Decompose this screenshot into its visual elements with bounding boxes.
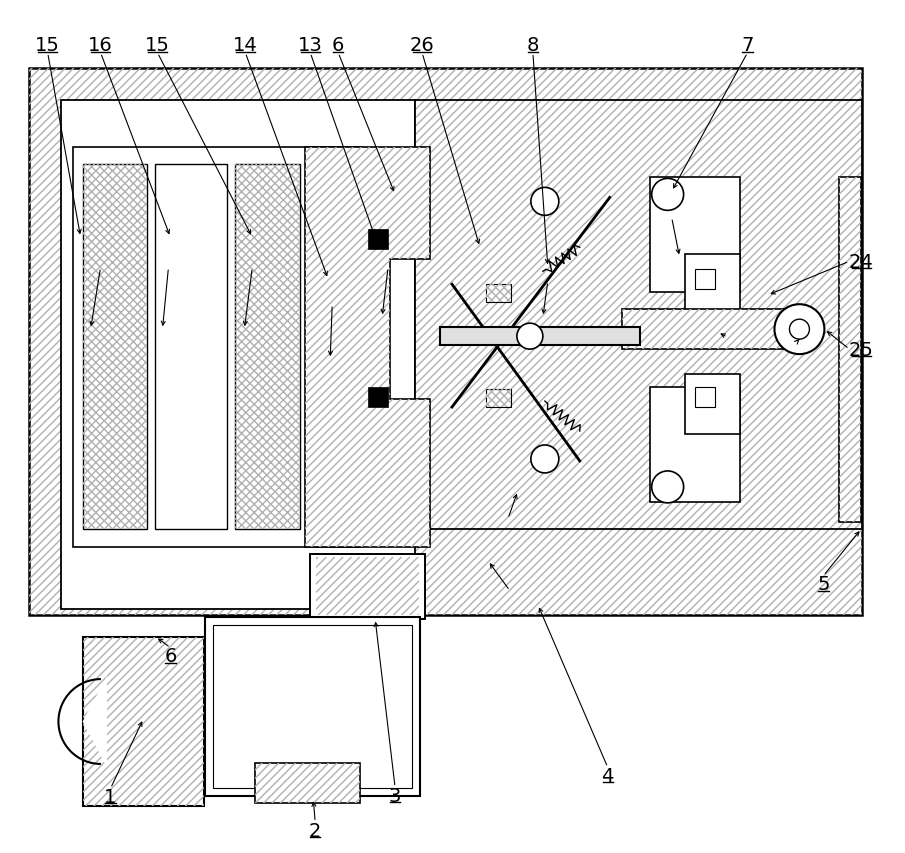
Bar	[415, 101, 862, 529]
Bar	[156, 165, 227, 529]
Text: 4: 4	[602, 766, 614, 785]
Bar	[235, 165, 300, 529]
Bar	[316, 557, 419, 615]
Polygon shape	[82, 676, 107, 768]
Bar	[82, 637, 205, 806]
Bar	[61, 101, 415, 609]
Circle shape	[531, 189, 558, 216]
Bar	[82, 165, 148, 529]
Text: 26: 26	[410, 36, 434, 55]
Circle shape	[652, 179, 683, 211]
Bar	[255, 763, 360, 804]
Circle shape	[789, 320, 809, 339]
Bar	[486, 285, 511, 303]
Bar	[29, 68, 862, 615]
Text: 15: 15	[35, 36, 60, 55]
Bar	[82, 637, 205, 806]
Text: 16: 16	[88, 36, 113, 55]
Text: 6: 6	[332, 36, 345, 55]
Bar	[82, 165, 148, 529]
Text: 1: 1	[104, 787, 117, 806]
Bar	[839, 178, 862, 522]
Bar	[486, 390, 511, 408]
Bar	[205, 617, 420, 797]
Bar	[415, 101, 862, 529]
Bar	[415, 101, 862, 529]
Text: 24: 24	[849, 252, 873, 271]
Bar	[650, 178, 739, 293]
Text: 6: 6	[165, 647, 176, 665]
Circle shape	[517, 324, 543, 350]
Bar	[29, 68, 862, 615]
Bar	[695, 387, 715, 408]
Bar	[214, 625, 412, 788]
Text: 25: 25	[849, 340, 873, 359]
Text: 15: 15	[145, 36, 170, 55]
Circle shape	[531, 445, 558, 473]
Bar	[316, 557, 419, 615]
Bar	[440, 328, 640, 345]
Bar	[622, 310, 799, 350]
Bar	[368, 230, 388, 250]
Bar	[415, 101, 862, 529]
Bar	[839, 178, 862, 522]
Text: 8: 8	[527, 36, 539, 55]
Circle shape	[775, 305, 824, 355]
Bar	[486, 285, 511, 303]
Bar	[622, 310, 799, 350]
Text: 2: 2	[309, 821, 321, 840]
Bar	[650, 387, 739, 502]
Bar	[684, 255, 739, 315]
Text: 7: 7	[741, 36, 754, 55]
Bar	[310, 554, 425, 619]
Bar	[255, 763, 360, 804]
Bar	[684, 374, 739, 434]
Bar	[368, 387, 388, 408]
Bar	[695, 270, 715, 290]
Text: 14: 14	[233, 36, 258, 55]
Circle shape	[652, 472, 683, 503]
Polygon shape	[305, 148, 430, 547]
Text: 5: 5	[817, 575, 830, 594]
Bar	[310, 554, 425, 619]
Text: 3: 3	[389, 786, 401, 805]
Text: 13: 13	[298, 36, 322, 55]
Bar	[72, 148, 362, 547]
Bar	[486, 390, 511, 408]
Bar	[235, 165, 300, 529]
